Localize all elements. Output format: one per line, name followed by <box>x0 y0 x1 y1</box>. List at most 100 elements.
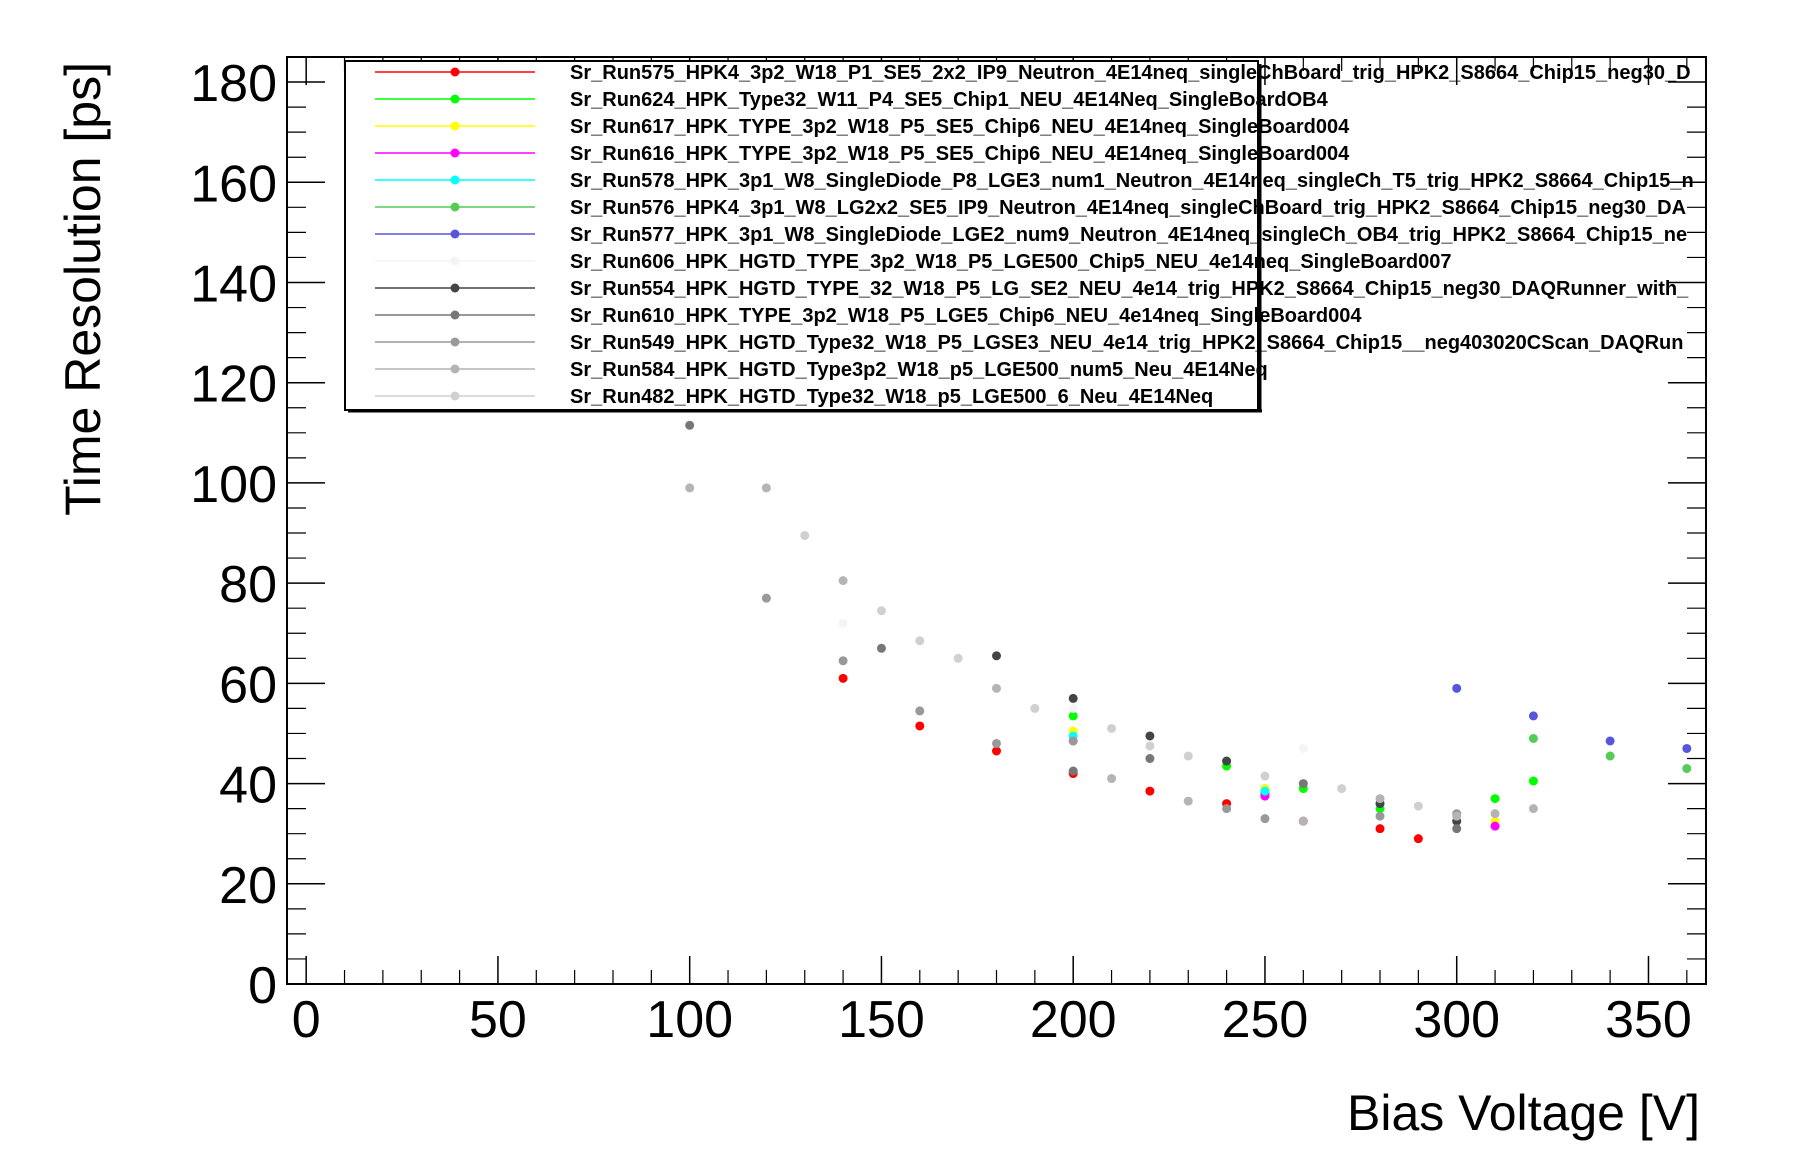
legend-label: Sr_Run576_HPK4_3p1_W8_LG2x2_SE5_IP9_Neut… <box>570 197 1686 219</box>
legend-marker <box>450 121 460 131</box>
data-point <box>1528 733 1538 743</box>
y-tick-label: 60 <box>219 656 277 714</box>
legend-label: Sr_Run616_HPK_TYPE_3p2_W18_P5_SE5_Chip6_… <box>570 143 1350 165</box>
legend-marker <box>450 94 460 104</box>
data-point <box>876 643 886 653</box>
legend-marker <box>450 175 460 185</box>
x-tick-label: 150 <box>838 991 925 1049</box>
legend-label: Sr_Run554_HPK_HGTD_TYPE_32_W18_P5_LG_SE2… <box>570 278 1689 300</box>
data-point <box>915 636 925 646</box>
legend-label: Sr_Run577_HPK_3p1_W8_SingleDiode_LGE2_nu… <box>570 224 1687 246</box>
data-point <box>1183 751 1193 761</box>
data-point <box>838 656 848 666</box>
data-point <box>1107 774 1117 784</box>
data-point <box>1068 736 1078 746</box>
legend-marker <box>450 391 460 401</box>
x-tick-label: 100 <box>646 991 733 1049</box>
legend-marker <box>450 256 460 266</box>
data-point <box>1298 779 1308 789</box>
data-point <box>1068 703 1078 713</box>
data-point <box>1107 723 1117 733</box>
y-axis-title: Time Resolution [ps] <box>55 62 111 516</box>
legend-label: Sr_Run584_HPK_HGTD_Type3p2_W18_p5_LGE500… <box>570 359 1268 381</box>
data-point <box>992 746 1001 756</box>
x-axis-title: Bias Voltage [V] <box>1347 1085 1700 1141</box>
data-point <box>1528 776 1538 786</box>
x-tick-label: 250 <box>1222 991 1309 1049</box>
x-tick-label: 350 <box>1605 991 1692 1049</box>
data-point <box>838 618 848 628</box>
data-point <box>1413 834 1423 844</box>
data-point <box>1490 809 1500 819</box>
y-tick-label: 120 <box>190 356 277 414</box>
data-point <box>1222 804 1232 814</box>
x-tick-label: 0 <box>292 991 321 1049</box>
y-tick-label: 140 <box>190 255 277 313</box>
y-tick-label: 160 <box>190 155 277 213</box>
data-point <box>685 483 695 493</box>
data-point <box>1298 743 1308 753</box>
y-tick-label: 20 <box>219 857 277 915</box>
data-point <box>992 683 1001 693</box>
data-point <box>1605 736 1615 746</box>
legend-marker <box>450 148 460 158</box>
data-point <box>1375 794 1385 804</box>
data-point <box>1298 816 1308 826</box>
data-point <box>1145 741 1155 751</box>
data-point <box>838 576 848 586</box>
tick-labels: 0 50 100 150 200 250 300 350 0 20 40 60 80 100 120 140 1… <box>190 55 1692 1049</box>
legend: Sr_Run575_HPK4_3p2_W18_P1_SE5_2x2_IP9_Ne… <box>344 60 1694 413</box>
data-point <box>876 606 886 616</box>
data-point <box>1682 764 1692 774</box>
y-tick-label: 40 <box>219 757 277 815</box>
data-point <box>1260 786 1270 796</box>
y-tick-label: 80 <box>219 556 277 614</box>
y-tick-label: 100 <box>190 456 277 514</box>
legend-box <box>344 60 1259 411</box>
data-point <box>1452 824 1462 834</box>
legend-label: Sr_Run624_HPK_Type32_W11_P4_SE5_Chip1_NE… <box>570 89 1329 111</box>
data-point <box>1490 794 1500 804</box>
data-point <box>953 653 963 663</box>
data-point <box>1490 821 1500 831</box>
data-point <box>1528 804 1538 814</box>
y-tick-label: 180 <box>190 55 277 113</box>
data-point <box>1183 796 1193 806</box>
data-points <box>685 420 1692 844</box>
data-point <box>1068 711 1078 721</box>
data-point <box>685 420 695 430</box>
data-point <box>800 531 810 541</box>
x-tick-label: 50 <box>469 991 527 1049</box>
y-tick-label: 0 <box>248 957 277 1015</box>
data-point <box>915 721 925 731</box>
data-point <box>915 706 925 716</box>
legend-marker <box>450 337 460 347</box>
data-point <box>992 738 1001 748</box>
data-point <box>1145 754 1155 764</box>
data-point <box>1375 811 1385 821</box>
legend-label: Sr_Run617_HPK_TYPE_3p2_W18_P5_SE5_Chip6_… <box>570 116 1350 138</box>
data-point <box>1413 801 1423 811</box>
data-point <box>1528 711 1538 721</box>
data-point <box>1452 683 1462 693</box>
legend-marker <box>450 229 460 239</box>
legend-label: Sr_Run482_HPK_HGTD_Type32_W18_p5_LGE500_… <box>570 386 1213 408</box>
data-point <box>1145 786 1155 796</box>
data-point <box>1375 824 1385 834</box>
data-point <box>1452 811 1462 821</box>
legend-label: Sr_Run578_HPK_3p1_W8_SingleDiode_P8_LGE3… <box>570 170 1694 192</box>
legend-label: Sr_Run575_HPK4_3p2_W18_P1_SE5_2x2_IP9_Ne… <box>570 62 1691 84</box>
legend-label: Sr_Run606_HPK_HGTD_TYPE_3p2_W18_P5_LGE50… <box>570 251 1452 273</box>
data-point <box>1682 743 1692 753</box>
data-point <box>1068 693 1078 703</box>
legend-marker <box>450 283 460 293</box>
legend-marker <box>450 364 460 374</box>
data-point <box>1030 703 1040 713</box>
data-point <box>1605 751 1615 761</box>
legend-marker <box>450 67 460 77</box>
data-point <box>1145 731 1155 741</box>
data-point <box>838 673 848 683</box>
data-point <box>1068 766 1078 776</box>
data-point <box>761 593 771 603</box>
